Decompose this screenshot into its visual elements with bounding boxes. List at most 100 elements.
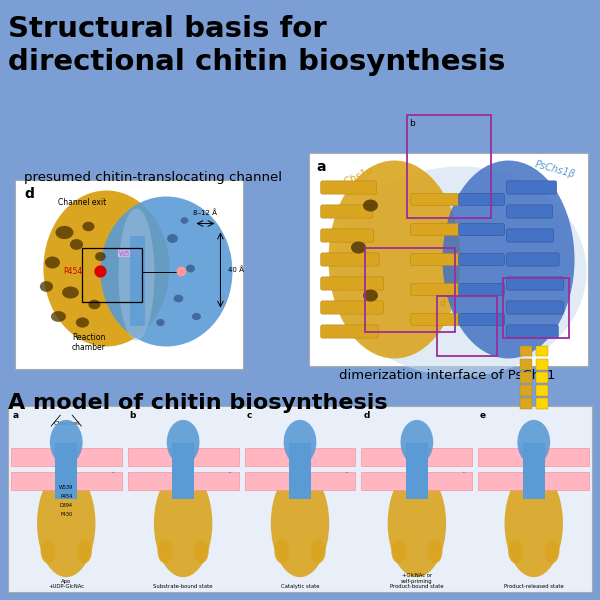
Bar bbox=[172, 443, 194, 499]
Bar bbox=[82, 247, 142, 301]
Ellipse shape bbox=[40, 281, 53, 292]
FancyBboxPatch shape bbox=[321, 253, 379, 266]
Text: d: d bbox=[24, 187, 34, 201]
Bar bbox=[536, 359, 548, 370]
Text: d: d bbox=[363, 411, 370, 420]
Text: 40 Å: 40 Å bbox=[227, 266, 244, 274]
Ellipse shape bbox=[508, 539, 523, 563]
Text: Reaction
chamber: Reaction chamber bbox=[71, 333, 106, 352]
Bar bbox=[520, 372, 532, 383]
Bar bbox=[536, 346, 548, 356]
Ellipse shape bbox=[173, 295, 183, 302]
FancyBboxPatch shape bbox=[410, 253, 462, 265]
FancyBboxPatch shape bbox=[507, 301, 563, 314]
Bar bbox=[128, 472, 239, 490]
Ellipse shape bbox=[351, 241, 366, 253]
Text: Channel: Channel bbox=[53, 421, 79, 426]
Ellipse shape bbox=[335, 166, 587, 377]
FancyBboxPatch shape bbox=[321, 229, 374, 242]
Text: A model of chitin biosynthesis: A model of chitin biosynthesis bbox=[8, 393, 388, 413]
Ellipse shape bbox=[51, 311, 66, 322]
Ellipse shape bbox=[77, 539, 92, 563]
Bar bbox=[437, 296, 497, 355]
Ellipse shape bbox=[41, 539, 56, 563]
FancyBboxPatch shape bbox=[459, 283, 504, 296]
FancyBboxPatch shape bbox=[321, 325, 379, 338]
FancyBboxPatch shape bbox=[321, 181, 377, 194]
Ellipse shape bbox=[82, 222, 94, 232]
Text: P454: P454 bbox=[60, 494, 73, 499]
Bar bbox=[309, 153, 588, 366]
Ellipse shape bbox=[156, 319, 164, 326]
Text: presumed chitin-translocating channel: presumed chitin-translocating channel bbox=[24, 171, 282, 184]
Bar bbox=[536, 398, 548, 409]
Ellipse shape bbox=[427, 539, 442, 563]
Text: Channel exit: Channel exit bbox=[58, 198, 107, 207]
Text: d: d bbox=[439, 299, 445, 308]
FancyBboxPatch shape bbox=[507, 181, 557, 194]
Bar bbox=[361, 448, 472, 466]
Text: D394: D394 bbox=[60, 503, 73, 508]
Text: b: b bbox=[130, 411, 136, 420]
Ellipse shape bbox=[158, 539, 173, 563]
Bar bbox=[520, 398, 532, 409]
Ellipse shape bbox=[274, 539, 290, 563]
Ellipse shape bbox=[70, 239, 83, 250]
Text: a: a bbox=[13, 411, 19, 420]
Text: Product-released state: Product-released state bbox=[504, 584, 563, 589]
FancyBboxPatch shape bbox=[410, 193, 462, 205]
Ellipse shape bbox=[181, 217, 188, 224]
Ellipse shape bbox=[43, 191, 169, 346]
FancyBboxPatch shape bbox=[321, 301, 383, 314]
Text: W539: W539 bbox=[59, 485, 73, 490]
FancyBboxPatch shape bbox=[507, 205, 553, 218]
Text: b: b bbox=[409, 118, 415, 127]
Text: c: c bbox=[247, 411, 252, 420]
Text: dimerization interface of PsChs1: dimerization interface of PsChs1 bbox=[339, 369, 556, 382]
Bar bbox=[55, 443, 77, 499]
Bar bbox=[478, 448, 589, 466]
Bar bbox=[245, 472, 355, 490]
Text: Structural basis for: Structural basis for bbox=[8, 15, 326, 43]
Ellipse shape bbox=[62, 286, 79, 298]
Bar bbox=[8, 406, 592, 592]
Text: e: e bbox=[505, 280, 511, 289]
Ellipse shape bbox=[363, 199, 378, 211]
FancyBboxPatch shape bbox=[410, 223, 462, 235]
Ellipse shape bbox=[544, 539, 559, 563]
Bar bbox=[520, 359, 532, 370]
FancyBboxPatch shape bbox=[410, 313, 462, 325]
Bar bbox=[520, 346, 532, 356]
FancyBboxPatch shape bbox=[459, 313, 504, 325]
Bar bbox=[245, 448, 355, 466]
Text: e: e bbox=[480, 411, 486, 420]
Ellipse shape bbox=[443, 160, 575, 358]
Bar bbox=[520, 385, 532, 396]
Ellipse shape bbox=[37, 469, 95, 577]
Bar bbox=[361, 472, 472, 490]
Ellipse shape bbox=[88, 299, 100, 310]
Ellipse shape bbox=[388, 469, 446, 577]
Text: F430: F430 bbox=[60, 512, 73, 517]
Ellipse shape bbox=[55, 226, 73, 239]
Bar bbox=[15, 180, 243, 369]
Bar bbox=[407, 115, 491, 217]
Ellipse shape bbox=[310, 539, 326, 563]
FancyBboxPatch shape bbox=[321, 277, 384, 290]
Bar bbox=[503, 277, 569, 337]
Circle shape bbox=[177, 268, 185, 276]
FancyBboxPatch shape bbox=[507, 253, 559, 266]
FancyBboxPatch shape bbox=[410, 283, 462, 296]
Ellipse shape bbox=[271, 469, 329, 577]
FancyBboxPatch shape bbox=[507, 229, 554, 242]
Bar bbox=[536, 385, 548, 396]
Text: a: a bbox=[316, 160, 326, 174]
Bar bbox=[365, 247, 455, 331]
Text: PsChs1β: PsChs1β bbox=[533, 159, 576, 179]
Ellipse shape bbox=[45, 257, 60, 269]
Bar bbox=[11, 472, 122, 490]
Ellipse shape bbox=[329, 160, 461, 358]
Bar bbox=[11, 448, 122, 466]
Text: Apo
+UDP-GlcNAc: Apo +UDP-GlcNAc bbox=[48, 579, 85, 589]
Ellipse shape bbox=[401, 420, 433, 464]
